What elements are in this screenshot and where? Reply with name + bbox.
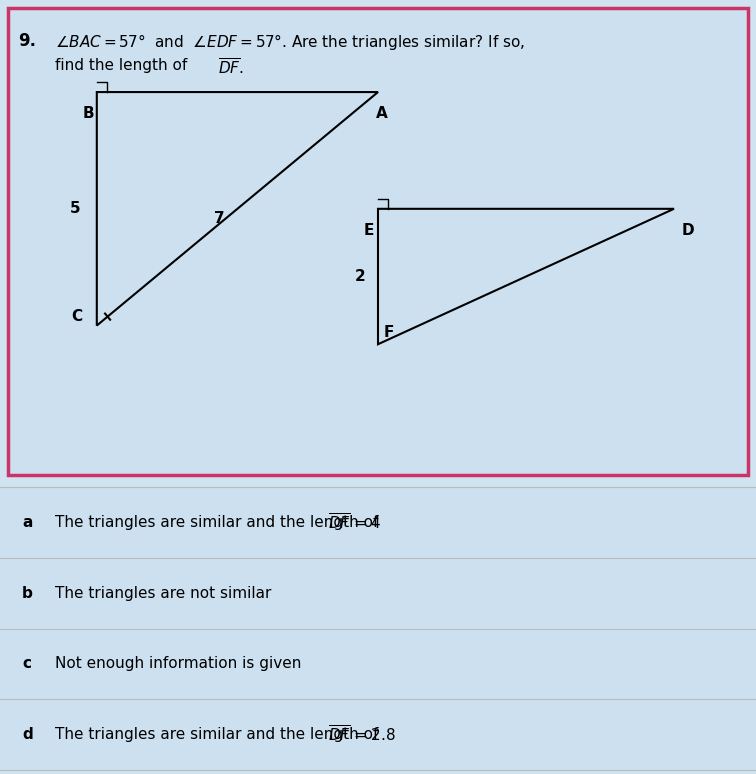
Text: B: B — [83, 106, 94, 121]
Text: D: D — [682, 223, 695, 238]
Text: 2: 2 — [355, 269, 365, 284]
Text: find the length of: find the length of — [55, 58, 192, 73]
Text: A: A — [376, 106, 388, 121]
Bar — [0, 628, 756, 699]
Text: 5: 5 — [70, 201, 80, 216]
Text: a: a — [22, 515, 33, 530]
Text: d: d — [22, 727, 33, 742]
Text: E: E — [364, 223, 374, 238]
Text: 7: 7 — [214, 211, 225, 226]
Text: b: b — [22, 586, 33, 601]
Text: $\angle BAC = 57°$  and  $\angle EDF = 57°$. Are the triangles similar? If so,: $\angle BAC = 57°$ and $\angle EDF = 57°… — [55, 32, 525, 52]
Text: $\overline{DF}$ = 2.8: $\overline{DF}$ = 2.8 — [328, 724, 395, 745]
Text: Not enough information is given: Not enough information is given — [55, 656, 302, 671]
Text: The triangles are not similar: The triangles are not similar — [55, 586, 271, 601]
Bar — [0, 558, 756, 628]
Text: C: C — [72, 309, 83, 324]
Text: c: c — [22, 656, 31, 671]
Text: 9.: 9. — [18, 32, 36, 50]
Text: The triangles are similar and the length of: The triangles are similar and the length… — [55, 727, 383, 742]
Text: F: F — [384, 325, 395, 341]
Bar — [8, 8, 748, 475]
Text: $\overline{DF}$.: $\overline{DF}$. — [218, 58, 243, 78]
Bar — [0, 487, 756, 558]
Text: $\overline{DF}$ = 4: $\overline{DF}$ = 4 — [328, 512, 382, 533]
Bar — [0, 699, 756, 770]
Text: The triangles are similar and the length of: The triangles are similar and the length… — [55, 515, 383, 530]
